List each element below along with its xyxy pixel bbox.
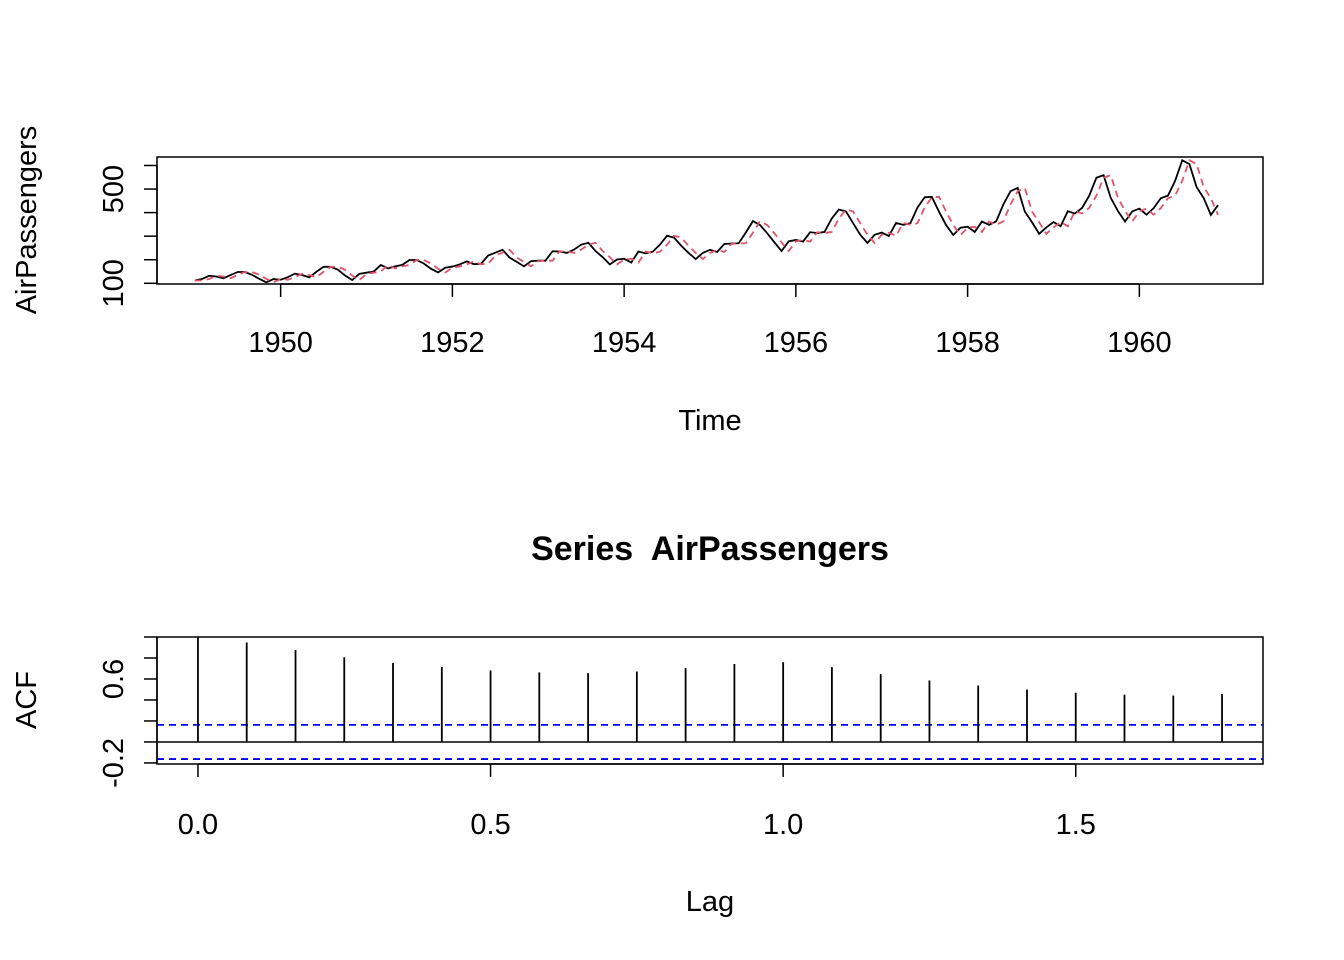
x-tick-label: 1.0 — [763, 809, 803, 841]
time-series-plot-frame — [156, 156, 1264, 285]
x-tick-label: 0.0 — [178, 809, 218, 841]
x-tick-label: 1950 — [248, 327, 313, 359]
acf-title: Series AirPassengers — [531, 530, 889, 568]
x-tick-label: 1.5 — [1056, 809, 1096, 841]
acf-xlabel: Lag — [686, 886, 734, 918]
y-tick-label: 100 — [98, 259, 130, 307]
y-tick-label: 500 — [98, 165, 130, 213]
x-tick-label: 0.5 — [470, 809, 510, 841]
acf-plot-frame — [156, 636, 1264, 765]
x-tick-label: 1954 — [592, 327, 657, 359]
series-line-lagged — [194, 159, 1219, 284]
x-tick-label: 1956 — [764, 327, 829, 359]
x-tick-label: 1958 — [935, 327, 1000, 359]
acf-ylabel: ACF — [11, 671, 43, 729]
time-series-xlabel: Time — [678, 405, 741, 437]
acf-panel: 0.0 0.5 1.0 1.5 -0.2 0.6 — [98, 636, 1264, 841]
x-tick-label: 1952 — [420, 327, 485, 359]
y-tick-label: 0.6 — [98, 659, 130, 699]
y-tick-label: -0.2 — [98, 738, 130, 788]
series-line-observed — [194, 159, 1219, 284]
time-series-panel: 1950 1952 1954 1956 1958 1960 100 500 — [98, 156, 1264, 359]
x-tick-label: 1960 — [1107, 327, 1172, 359]
time-series-ylabel: AirPassengers — [11, 126, 43, 315]
